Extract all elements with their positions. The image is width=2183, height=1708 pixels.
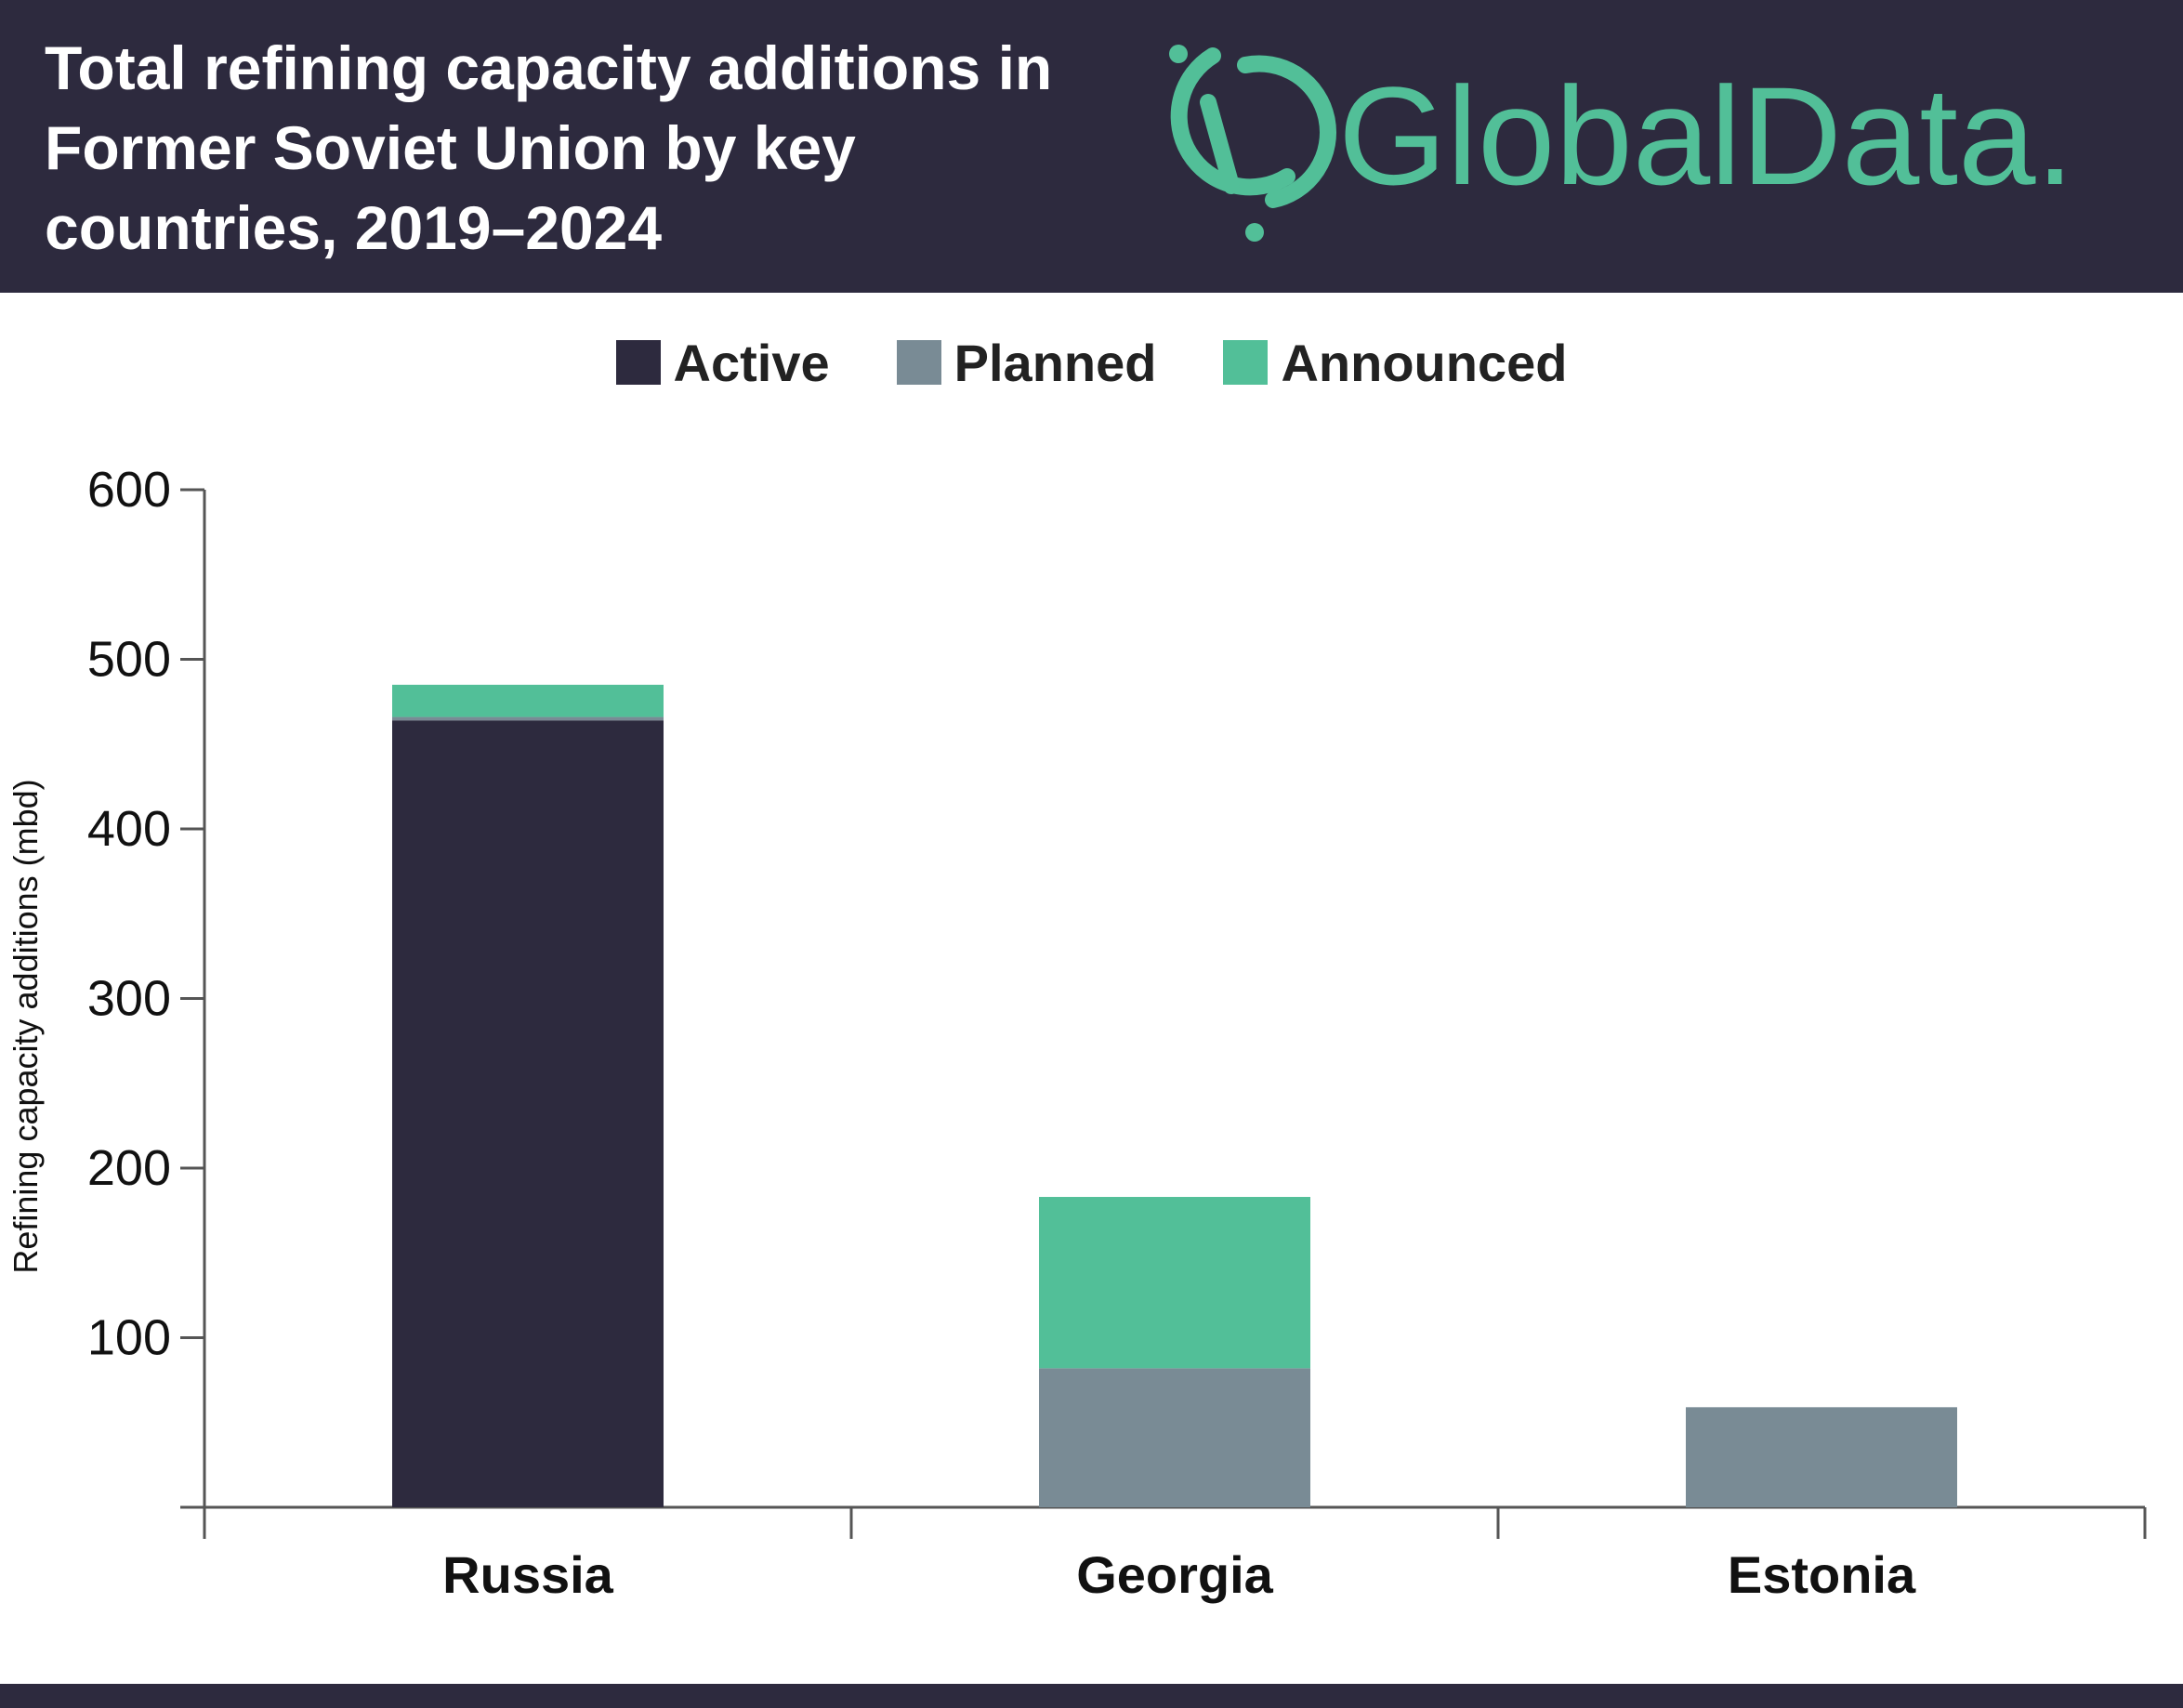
globaldata-logo: GlobalData. — [1169, 45, 2074, 242]
legend-label-active: Active — [673, 333, 830, 392]
y-tick-label: 300 — [87, 971, 171, 1027]
x-category-label: Estonia — [1728, 1545, 1916, 1604]
chart-legend: Active Planned Announced — [0, 330, 2183, 395]
legend-label-announced: Announced — [1281, 333, 1568, 392]
y-tick-label: 100 — [87, 1310, 171, 1366]
header-banner: Total refining capacity additions in For… — [0, 0, 2183, 293]
x-category-label: Georgia — [1076, 1545, 1273, 1604]
y-tick-label: 200 — [87, 1140, 171, 1196]
legend-label-planned: Planned — [953, 333, 1157, 392]
y-tick-label: 400 — [87, 801, 171, 857]
y-tick-label: 500 — [87, 632, 171, 688]
logo-wordmark: GlobalData. — [1338, 58, 2074, 214]
bar-announced-russia — [392, 684, 664, 717]
legend-item-active: Active — [615, 333, 830, 393]
bar-planned-estonia — [1686, 1407, 1957, 1507]
legend-item-planned: Planned — [896, 333, 1157, 393]
chart-title: Total refining capacity additions in For… — [45, 33, 1053, 262]
legend-swatch-active — [615, 340, 661, 385]
legend-swatch-announced — [1223, 340, 1269, 385]
x-category-label: Russia — [442, 1545, 613, 1604]
legend-swatch-planned — [896, 340, 941, 385]
legend-item-announced: Announced — [1223, 333, 1567, 393]
bar-planned-georgia — [1039, 1368, 1310, 1507]
globaldata-logo-mark — [1170, 47, 1336, 208]
y-tick-label: 600 — [87, 462, 171, 518]
bar-planned-russia — [392, 716, 664, 721]
bar-active-russia — [392, 720, 664, 1507]
footer-bar — [0, 1684, 2183, 1708]
bar-announced-georgia — [1039, 1197, 1310, 1369]
y-axis-title: Refining capacity additions (mbd) — [7, 779, 45, 1273]
